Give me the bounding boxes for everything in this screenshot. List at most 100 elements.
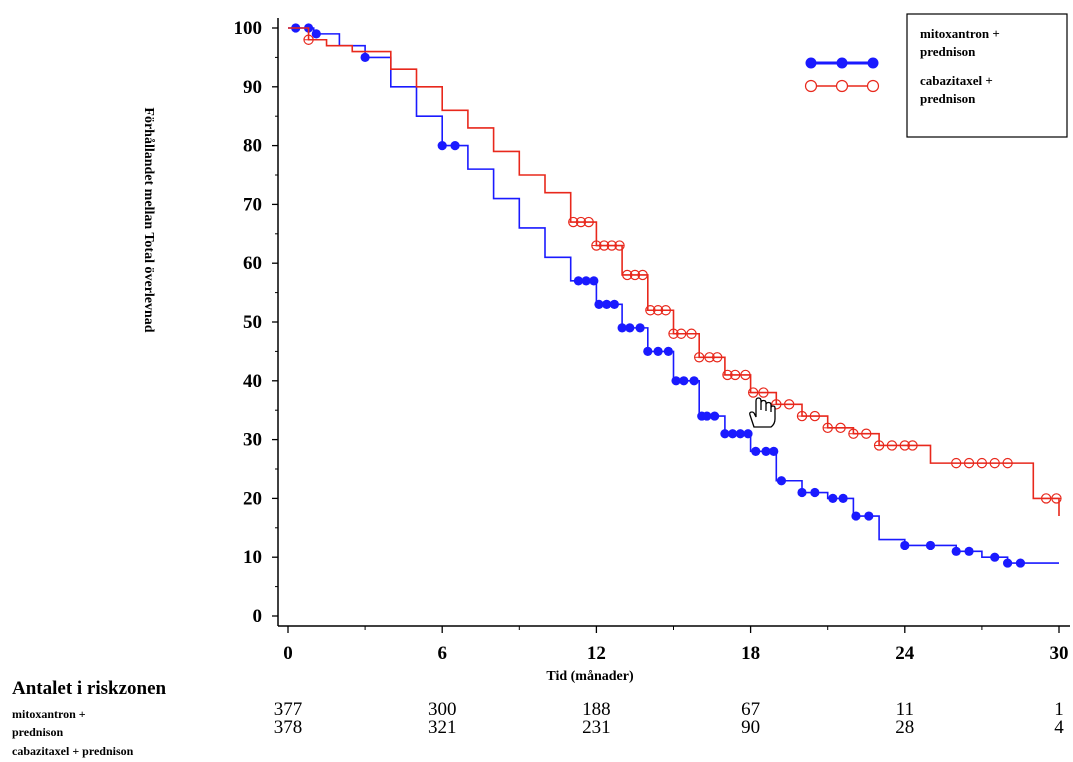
risk-value-mitoxantron-24: 11 [895,699,914,720]
censor-point-cabazitaxel [694,352,705,363]
x-tick-label-6: 6 [437,643,447,664]
risk-value-mitoxantron-30: 1 [1054,699,1064,720]
x-axis-title: Tid (månader) [546,669,634,684]
legend-label-mitoxantron-line1: mitoxantron + [920,26,1000,41]
censor-point-cabazitaxel [976,457,988,469]
censor-point-mitoxantron [581,276,591,286]
hand-cursor-icon [749,397,776,428]
censor-point-cabazitaxel [822,422,833,434]
censor-point-mitoxantron [810,487,820,498]
censor-point-mitoxantron [728,429,738,439]
risk-table-title: Antalet i riskzonen [12,678,167,699]
censor-point-cabazitaxel [711,352,723,363]
legend-label-cabazitaxel-line2: prednison [920,91,976,106]
x-tick-label-18: 18 [741,643,760,664]
censor-point-mitoxantron [761,446,771,456]
y-tick-label-40: 40 [243,371,262,392]
censor-point-mitoxantron [1015,558,1026,568]
legend-swatch-mitoxantron-marker [805,57,817,69]
censor-point-cabazitaxel [676,328,687,339]
censor-point-mitoxantron [720,429,730,439]
censor-point-cabazitaxel [861,428,872,439]
legend-swatch-mitoxantron-marker [836,57,848,69]
censor-point-mitoxantron [1003,558,1013,568]
risk-value-cabazitaxel-12: 231 [582,717,611,738]
risk-value-mitoxantron-0: 377 [273,699,303,720]
censor-point-mitoxantron [851,511,861,521]
censor-point-mitoxantron [925,540,936,551]
censor-point-mitoxantron [602,299,612,309]
censor-point-mitoxantron [360,52,370,63]
censor-point-mitoxantron [702,411,712,421]
censor-point-cabazitaxel [989,457,1000,469]
censor-point-mitoxantron [689,376,699,386]
risk-row-label-cabazitaxel: cabazitaxel + prednison [12,744,134,758]
censor-point-mitoxantron [900,540,910,551]
series [288,23,1062,568]
censor-point-mitoxantron [625,323,635,333]
censor-point-cabazitaxel [637,269,648,281]
censor-point-mitoxantron [797,487,807,498]
censor-point-cabazitaxel [660,305,671,316]
censor-point-mitoxantron [609,299,619,309]
censor-point-mitoxantron [769,446,779,456]
censor-point-mitoxantron [617,323,627,333]
censor-point-mitoxantron [663,346,673,356]
risk-value-mitoxantron-6: 300 [427,699,457,720]
censor-point-cabazitaxel [771,399,782,410]
legend-label-mitoxantron-line2: prednison [920,44,976,59]
y-tick-label-0: 0 [253,606,263,627]
censor-point-mitoxantron [828,493,838,503]
y-axis-title: Förhållandet mellan Total överlevnad [141,107,156,332]
censor-point-cabazitaxel [886,440,898,451]
y-tick-label-100: 100 [234,18,263,39]
censor-point-cabazitaxel [1002,457,1013,469]
censor-point-cabazitaxel [740,369,751,381]
risk-value-cabazitaxel-6: 321 [427,717,457,738]
y-tick-label-30: 30 [243,430,262,451]
censor-point-mitoxantron [964,546,974,556]
risk-value-cabazitaxel-30: 4 [1054,717,1064,738]
censor-point-cabazitaxel [907,440,918,451]
censor-point-mitoxantron [589,276,599,286]
risk-row-label-mitoxantron-line1: mitoxantron + [12,707,86,721]
y-tick-label-70: 70 [243,194,262,215]
legend: mitoxantron + prednison cabazitaxel + pr… [804,13,1068,138]
risk-value-cabazitaxel-0: 378 [273,717,303,738]
risk-value-cabazitaxel-24: 28 [895,717,915,738]
y-tick-label-10: 10 [243,547,262,568]
x-tick-label-30: 30 [1050,643,1069,664]
risk-value-mitoxantron-18: 67 [741,699,761,720]
x-tick-label-12: 12 [587,643,606,664]
censor-point-cabazitaxel [583,216,594,228]
censor-point-cabazitaxel [303,34,314,45]
censor-point-mitoxantron [594,299,604,309]
censor-point-mitoxantron [671,376,681,386]
censor-point-mitoxantron [653,346,663,356]
censor-point-mitoxantron [776,476,787,486]
censor-point-cabazitaxel [796,410,808,422]
x-tick-label-24: 24 [895,643,915,664]
censor-point-mitoxantron [951,546,961,556]
censor-point-cabazitaxel [729,369,741,381]
censor-point-cabazitaxel [1051,493,1062,504]
censor-point-cabazitaxel [873,440,885,451]
risk-value-mitoxantron-12: 188 [582,699,611,720]
censor-point-cabazitaxel [809,410,821,422]
y-tick-label-20: 20 [243,488,262,509]
censor-point-cabazitaxel [1040,493,1052,504]
x-ticks: 0 6 12 18 24 30 [283,626,1069,664]
legend-swatch-mitoxantron-marker [867,57,879,69]
censor-point-cabazitaxel [614,240,625,251]
censor-point-mitoxantron [311,29,321,39]
legend-swatch-cabazitaxel-marker [866,79,880,93]
censor-point-mitoxantron [751,446,761,456]
risk-row-label-mitoxantron-line2: prednison [12,725,64,739]
censor-point-cabazitaxel [963,457,975,469]
censor-point-mitoxantron [635,323,645,333]
y-tick-label-80: 80 [243,136,262,157]
legend-swatch-cabazitaxel-marker [835,79,849,93]
y-ticks: 0 10 20 30 40 50 60 70 80 90 100 [234,18,278,627]
censor-point-cabazitaxel [951,457,962,469]
